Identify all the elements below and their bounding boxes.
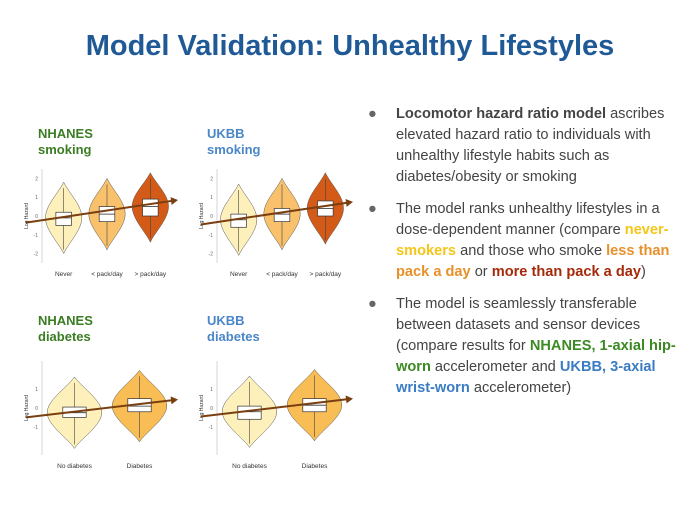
y-tick-label: 2 <box>210 176 213 182</box>
x-tick-label: No diabetes <box>232 463 267 470</box>
bullet-text-plain: ascribes elevated hazard ratio to indivi… <box>396 106 665 185</box>
bullet-text-plain: The model ranks unhealthy lifestyles in … <box>396 201 660 238</box>
ukbb-diabetes-label: UKBB diabetes <box>207 313 260 345</box>
trend-arrow-line <box>25 199 174 224</box>
x-tick-label: < pack/day <box>91 271 123 278</box>
x-tick-label: Diabetes <box>127 463 153 470</box>
bullet-item: ● The model is seamlessly transferable b… <box>368 294 693 399</box>
bullet-dot-icon: ● <box>368 201 377 217</box>
trend-arrow-line <box>25 399 174 419</box>
bullet-text-plain: accelerometer) <box>469 380 572 396</box>
ukbb-diabetes-violin-chart: Log Hazard 1 0 -1 No diabetes Diabetes <box>199 361 353 470</box>
bullet-item: ● Locomotor hazard ratio model ascribes … <box>368 104 693 188</box>
y-axis-label: Log Hazard <box>199 203 205 229</box>
y-tick-label: 0 <box>210 406 213 412</box>
panel-label-line2: smoking <box>38 142 92 157</box>
bullet-text-more: more than pack a day <box>491 264 641 280</box>
trend-arrow-line <box>200 398 349 418</box>
bullet-text-less: less than pack a day <box>396 243 670 280</box>
nhanes-smoking-label: NHANES smoking <box>38 126 93 158</box>
trend-arrow-head-icon <box>345 395 353 404</box>
trend-arrow-head-icon <box>170 396 178 405</box>
x-tick-label: > pack/day <box>135 271 167 278</box>
panel-label-line2: smoking <box>207 142 261 157</box>
panel-label-line1: NHANES <box>38 126 93 141</box>
y-tick-label: 1 <box>35 387 38 393</box>
x-tick-label: Never <box>230 271 248 278</box>
page-title: Model Validation: Unhealthy Lifestyles <box>85 30 615 62</box>
ukbb-smoking-violin-chart: Log Hazard 2 1 0 -1 -2 Never < pack/day > pack/d… <box>199 169 353 278</box>
y-tick-label: 1 <box>35 195 38 201</box>
bullet-text-plain: ) <box>640 264 646 280</box>
x-tick-label: Diabetes <box>302 463 328 470</box>
y-axis-label: Log Hazard <box>24 395 30 421</box>
y-axis-label: Log Hazard <box>199 395 205 421</box>
nhanes-diabetes-violin-chart: Log Hazard 1 0 -1 No diabetes Diabetes <box>24 361 178 470</box>
nhanes-diabetes-label: NHANES diabetes <box>38 313 93 345</box>
box-0 <box>230 213 247 228</box>
bullet-text-ub: UKBB, 3-axial wrist-worn <box>396 359 656 396</box>
y-axis-label: Log Hazard <box>24 203 30 229</box>
bullet-item: ● The model ranks unhealthy lifestyles i… <box>368 199 693 283</box>
y-tick-label: -1 <box>34 233 39 239</box>
y-tick-label: -2 <box>34 252 39 258</box>
x-tick-label: > pack/day <box>310 271 342 278</box>
nhanes-smoking-violin-chart: Log Hazard 2 1 0 -1 -2 Never < pack/day > pack/d… <box>24 169 178 278</box>
x-tick-label: Never <box>55 271 73 278</box>
bullet-text-ng: NHANES, 1-axial hip-worn <box>396 338 676 375</box>
bullet-text-bold: Locomotor hazard ratio model <box>396 106 607 122</box>
y-tick-label: -1 <box>34 425 39 431</box>
panel-label-line1: UKBB <box>207 126 245 141</box>
ukbb-smoking-label: UKBB smoking <box>207 126 260 158</box>
y-tick-label: 0 <box>35 214 38 220</box>
bullet-text-never: never-smokers <box>396 222 669 259</box>
panel-label-line2: diabetes <box>38 329 91 344</box>
panel-label-line1: NHANES <box>38 313 93 328</box>
box-1 <box>273 208 291 222</box>
bullet-dot-icon: ● <box>368 296 377 312</box>
panel-label-line2: diabetes <box>207 329 260 344</box>
y-tick-label: 1 <box>210 387 213 393</box>
x-tick-label: No diabetes <box>57 463 92 470</box>
bullet-text-plain: The model is seamlessly transferable bet… <box>396 296 641 354</box>
y-tick-label: 2 <box>35 176 38 182</box>
bullet-text-plain: accelerometer and <box>430 359 560 375</box>
box-0 <box>55 211 72 226</box>
y-tick-label: -2 <box>209 252 214 258</box>
trend-arrow-line <box>200 201 349 226</box>
bullet-text-plain: and those who smoke <box>456 243 607 259</box>
trend-arrow-head-icon <box>170 197 178 206</box>
y-tick-label: 0 <box>35 406 38 412</box>
bullet-list: ● Locomotor hazard ratio model ascribes … <box>368 104 693 410</box>
panel-label-line1: UKBB <box>207 313 245 328</box>
x-tick-label: < pack/day <box>266 271 298 278</box>
box-2 <box>142 198 159 217</box>
bullet-text-plain: or <box>470 264 492 280</box>
y-tick-label: -1 <box>209 233 214 239</box>
bullet-dot-icon: ● <box>368 106 377 122</box>
y-tick-label: -1 <box>209 425 214 431</box>
y-tick-label: 0 <box>210 214 213 220</box>
y-tick-label: 1 <box>210 195 213 201</box>
trend-arrow-head-icon <box>345 198 353 207</box>
